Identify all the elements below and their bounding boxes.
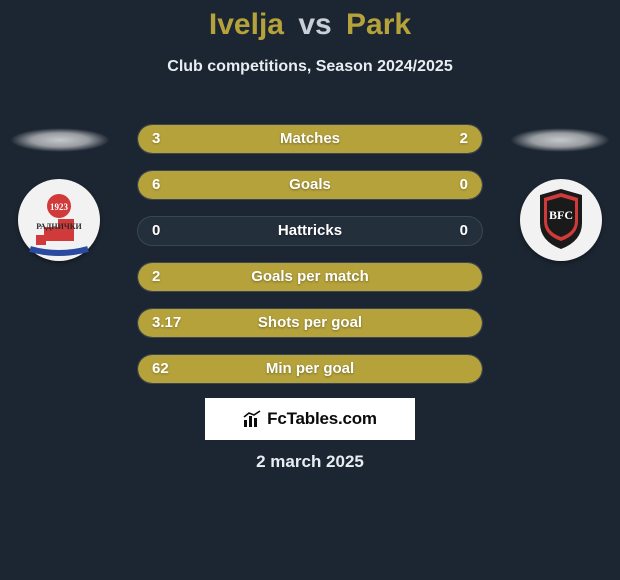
stat-row: 60Goals bbox=[137, 170, 483, 200]
crest-right-icon: BFC bbox=[520, 179, 602, 261]
attribution-badge: FcTables.com bbox=[205, 398, 415, 440]
stat-row: 2Goals per match bbox=[137, 262, 483, 292]
stat-row: 32Matches bbox=[137, 124, 483, 154]
stat-label: Matches bbox=[138, 125, 482, 153]
svg-text:BFC: BFC bbox=[549, 208, 573, 222]
vs-label: vs bbox=[298, 8, 331, 41]
stat-label: Min per goal bbox=[138, 355, 482, 383]
date-label: 2 march 2025 bbox=[0, 452, 620, 472]
player2-name: Park bbox=[346, 8, 411, 41]
comparison-card: Ivelja vs Park Club competitions, Season… bbox=[0, 0, 620, 580]
crest-left-icon: 1923 РАДНИЧКИ bbox=[18, 179, 100, 261]
stat-label: Goals per match bbox=[138, 263, 482, 291]
player1-shadow bbox=[10, 128, 110, 152]
attribution-text: FcTables.com bbox=[267, 409, 377, 429]
svg-text:РАДНИЧКИ: РАДНИЧКИ bbox=[36, 222, 82, 231]
svg-text:1923: 1923 bbox=[50, 202, 69, 212]
stat-label: Shots per goal bbox=[138, 309, 482, 337]
stat-label: Goals bbox=[138, 171, 482, 199]
player2-shadow bbox=[510, 128, 610, 152]
chart-icon bbox=[243, 410, 261, 428]
player1-club-crest: 1923 РАДНИЧКИ bbox=[18, 179, 100, 261]
stat-row: 62Min per goal bbox=[137, 354, 483, 384]
player1-name: Ivelja bbox=[209, 8, 284, 41]
stats-bars: 32Matches 60Goals 00Hattricks 2Goals per ma… bbox=[137, 124, 483, 400]
stat-row: 00Hattricks bbox=[137, 216, 483, 246]
player2-club-crest: BFC bbox=[520, 179, 602, 261]
page-title: Ivelja vs Park bbox=[0, 0, 620, 42]
stat-label: Hattricks bbox=[138, 217, 482, 245]
competition-subtitle: Club competitions, Season 2024/2025 bbox=[0, 58, 620, 76]
stat-row: 3.17Shots per goal bbox=[137, 308, 483, 338]
